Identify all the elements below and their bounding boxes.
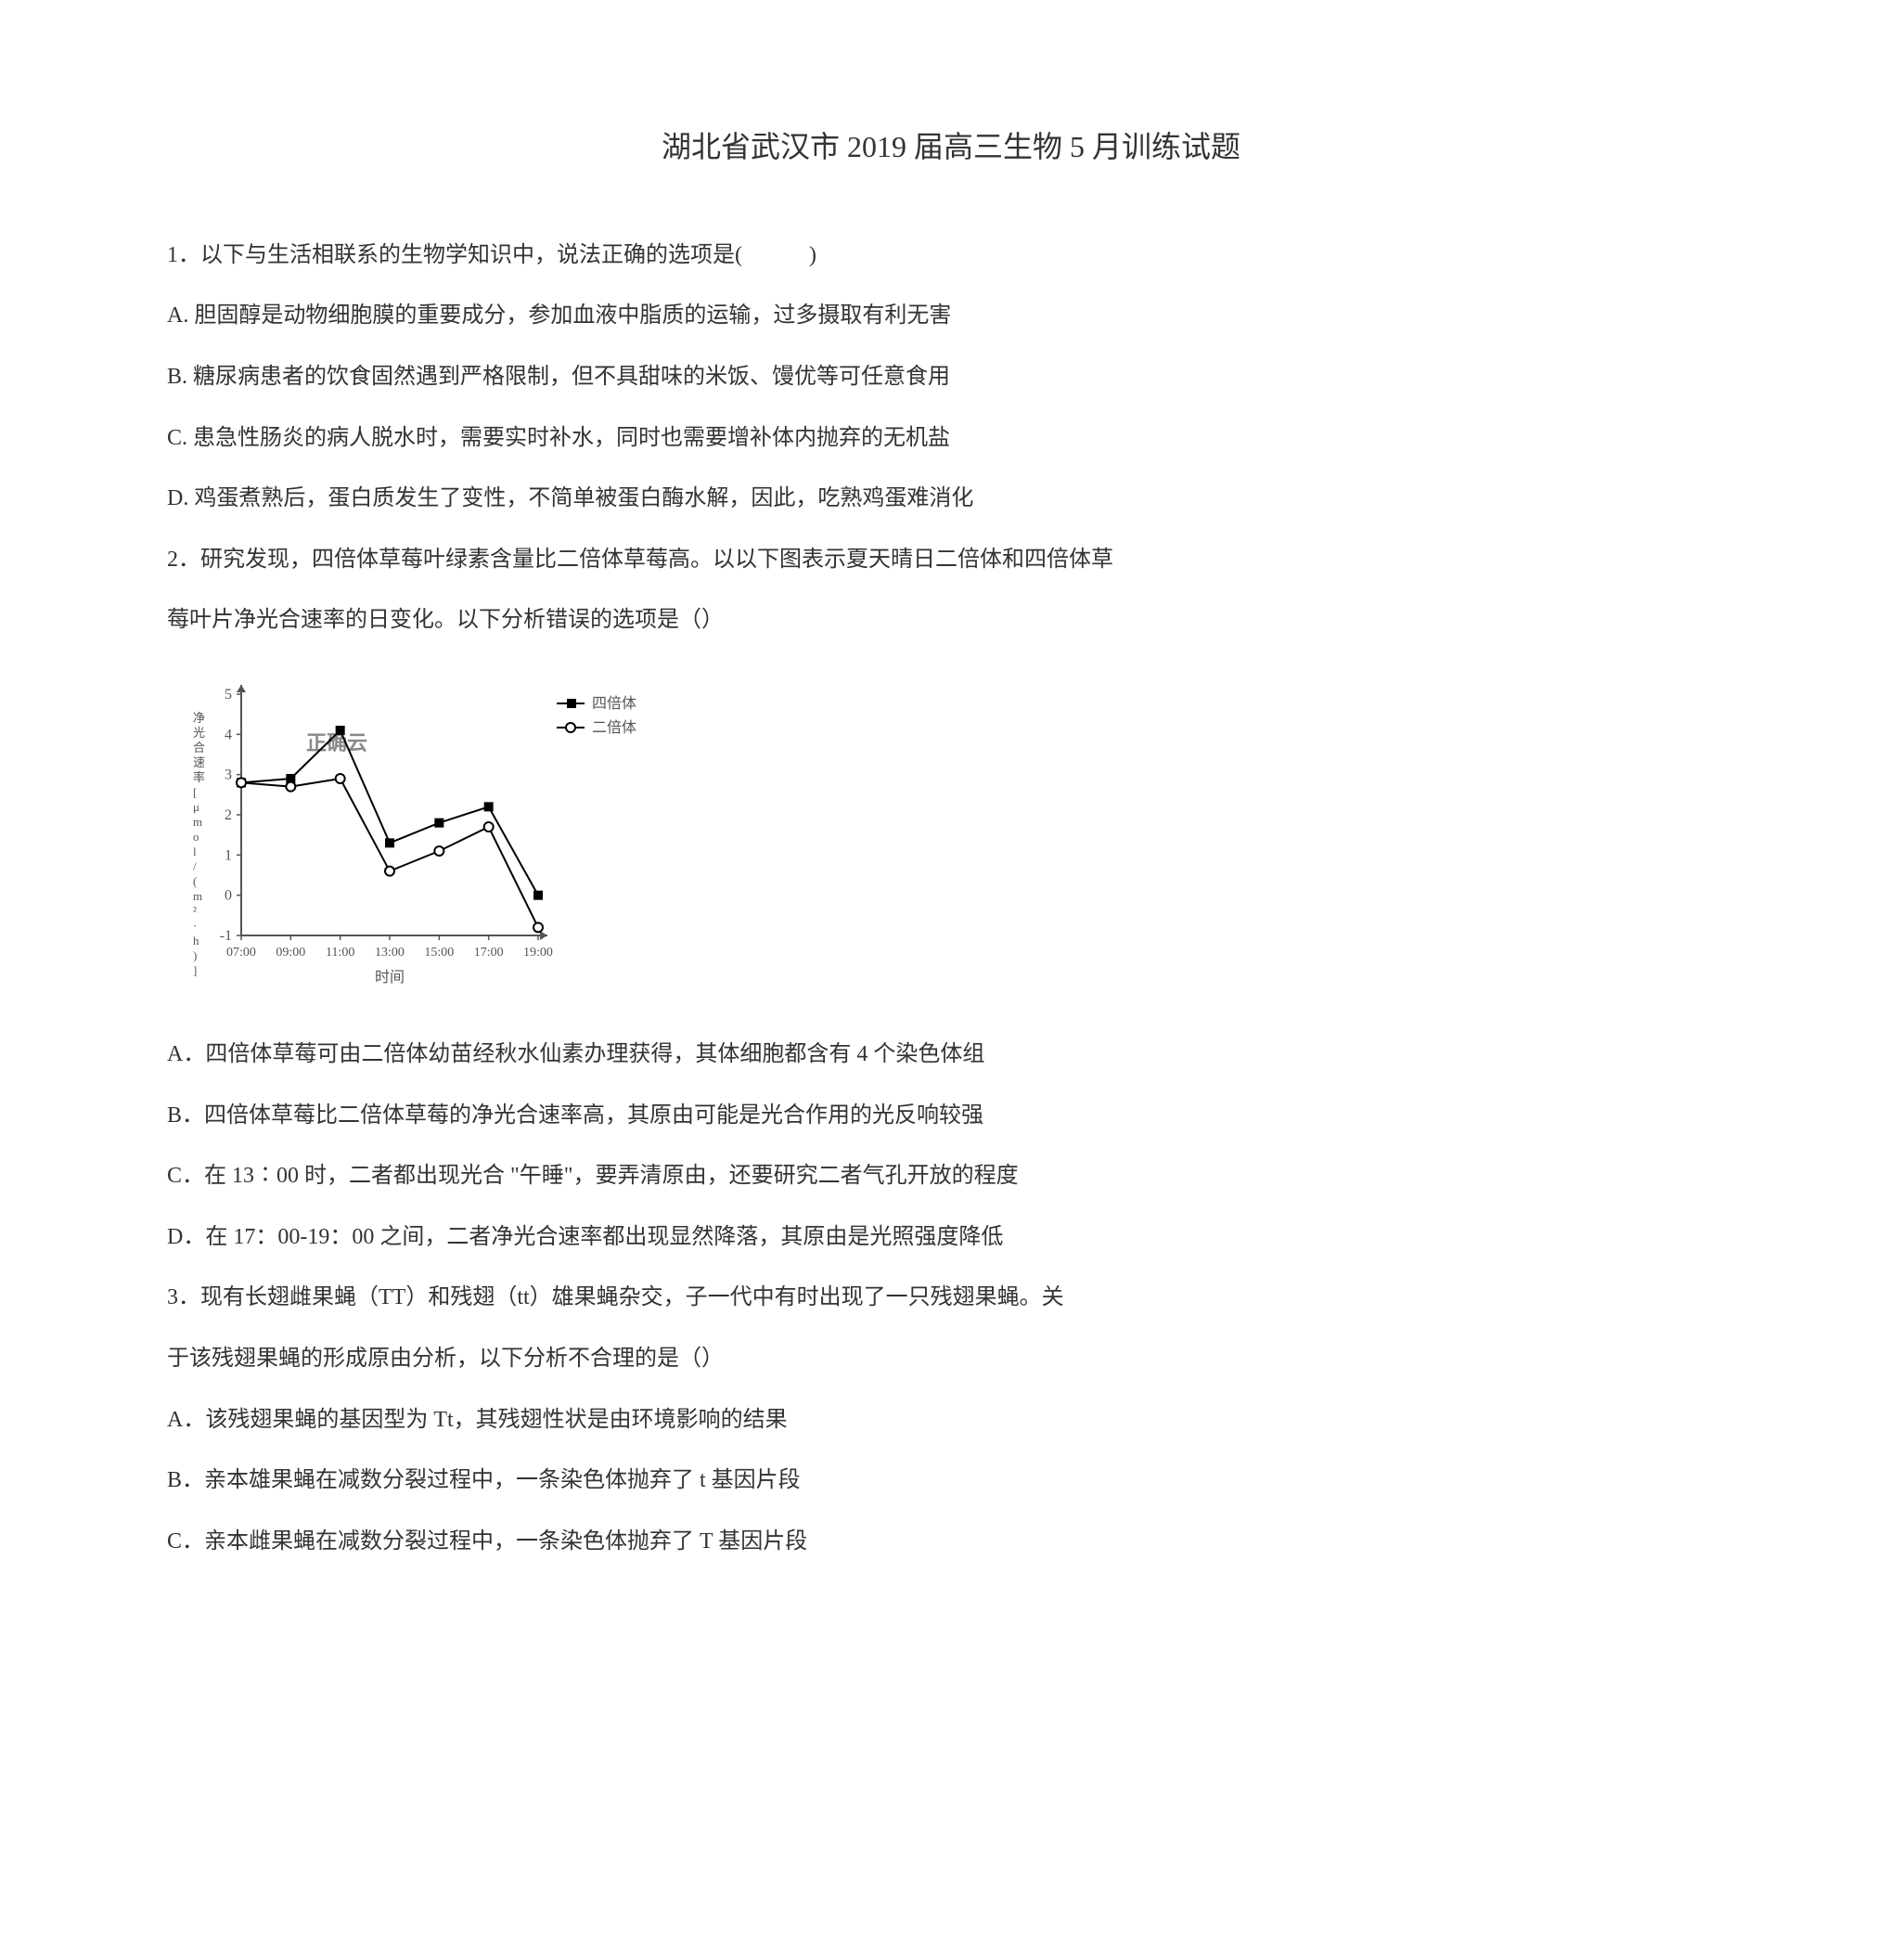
svg-text:[: [: [193, 785, 197, 799]
svg-text:-1: -1: [220, 928, 232, 944]
svg-text:0: 0: [225, 888, 232, 904]
svg-text:l: l: [193, 845, 197, 858]
q2-option-d: D．在 17：00-19：00 之间，二者净光合速率都出现显然降落，其原由是光照…: [167, 1211, 1735, 1265]
q3-stem-line2: 于该残翅果蝇的形成原由分析，以下分析不合理的是（）: [167, 1333, 1735, 1386]
svg-text:15:00: 15:00: [424, 946, 454, 960]
q2-option-a: A．四倍体草莓可由二倍体幼苗经秋水仙素办理获得，其体细胞都含有 4 个染色体组: [167, 1028, 1735, 1082]
svg-text:4: 4: [225, 727, 232, 742]
svg-text:速: 速: [193, 755, 205, 769]
svg-text:09:00: 09:00: [276, 946, 305, 960]
chart-container: -1 0 1 2 3 4 5 07:00 09:00 11:00 13:00 15:00 17:00 19…: [167, 666, 1735, 1000]
svg-text:17:00: 17:00: [474, 946, 504, 960]
svg-text:19:00: 19:00: [523, 946, 553, 960]
svg-text:(: (: [193, 874, 197, 888]
svg-text:合: 合: [193, 741, 205, 754]
svg-text:·: ·: [193, 919, 197, 933]
svg-text:光: 光: [193, 726, 205, 740]
q1-stem: 1．以下与生活相联系的生物学知识中，说法正确的选项是( ): [167, 229, 1735, 283]
svg-text:二倍体: 二倍体: [592, 719, 636, 736]
svg-text:): ): [193, 948, 197, 962]
q1-option-b: B. 糖尿病患者的饮食固然遇到严格限制，但不具甜味的米饭、馒优等可任意食用: [167, 351, 1735, 405]
svg-text:h: h: [193, 934, 199, 948]
svg-text:2: 2: [225, 807, 232, 823]
svg-text:/: /: [193, 859, 197, 873]
q2-stem-line2: 莓叶片净光合速率的日变化。以下分析错误的选项是（）: [167, 594, 1735, 648]
svg-text:四倍体: 四倍体: [592, 695, 636, 712]
q2-stem-line1: 2．研究发现，四倍体草莓叶绿素含量比二倍体草莓高。以以下图表示夏天晴日二倍体和四…: [167, 534, 1735, 587]
svg-text:07:00: 07:00: [226, 946, 256, 960]
svg-text:净: 净: [193, 711, 205, 725]
q3-option-c: C．亲本雌果蝇在减数分裂过程中，一条染色体抛弃了 T 基因片段: [167, 1515, 1735, 1569]
svg-text:o: o: [193, 830, 199, 844]
q2-option-b: B．四倍体草莓比二倍体草莓的净光合速率高，其原由可能是光合作用的光反响较强: [167, 1090, 1735, 1143]
q1-option-d: D. 鸡蛋煮熟后，蛋白质发生了变性，不简单被蛋白酶水解，因此，吃熟鸡蛋难消化: [167, 472, 1735, 526]
svg-text:11:00: 11:00: [326, 946, 354, 960]
page-title: 湖北省武汉市 2019 届高三生物 5 月训练试题: [167, 111, 1735, 183]
q3-option-a: A．该残翅果蝇的基因型为 Tt，其残翅性状是由环境影响的结果: [167, 1394, 1735, 1448]
svg-text:3: 3: [225, 767, 232, 783]
svg-text:5: 5: [225, 687, 232, 703]
q1-option-a: A. 胆固醇是动物细胞膜的重要成分，参加血液中脂质的运输，过多摄取有利无害: [167, 290, 1735, 343]
svg-text:13:00: 13:00: [375, 946, 405, 960]
q3-option-b: B．亲本雄果蝇在减数分裂过程中，一条染色体抛弃了 t 基因片段: [167, 1454, 1735, 1508]
svg-text:μ: μ: [193, 800, 199, 814]
svg-text:²: ²: [193, 904, 197, 918]
svg-text:m: m: [193, 815, 202, 829]
q3-stem-line1: 3．现有长翅雌果蝇（TT）和残翅（tt）雄果蝇杂交，子一代中有时出现了一只残翅果…: [167, 1271, 1735, 1325]
svg-text:m: m: [193, 889, 202, 903]
q2-option-c: C．在 13∶00 时，二者都出现光合 "午睡"，要弄清原由，还要研究二者气孔开…: [167, 1150, 1735, 1204]
svg-text:时间: 时间: [375, 969, 405, 986]
q1-option-c: C. 患急性肠炎的病人脱水时，需要实时补水，同时也需要增补体内抛弃的无机盐: [167, 412, 1735, 466]
svg-text:1: 1: [225, 847, 232, 863]
svg-text:]: ]: [193, 963, 197, 977]
photosynthesis-chart: -1 0 1 2 3 4 5 07:00 09:00 11:00 13:00 15:00 17:00 19…: [176, 676, 677, 991]
svg-text:率: 率: [193, 770, 205, 784]
